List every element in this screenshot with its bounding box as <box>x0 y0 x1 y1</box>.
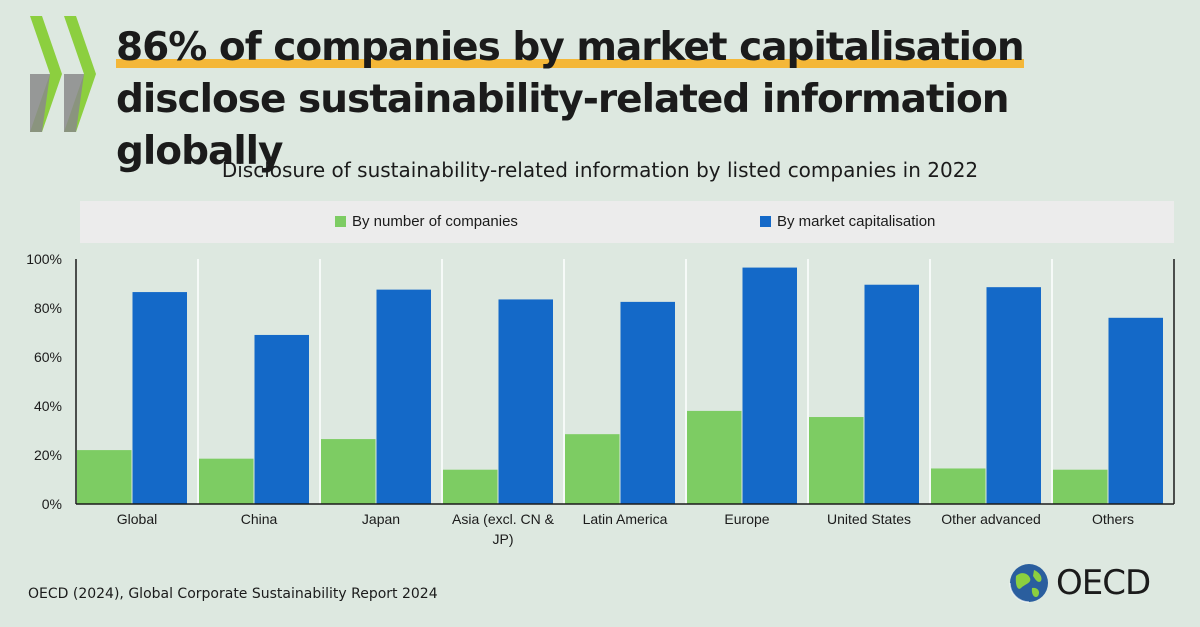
y-tick-label: 40% <box>34 398 62 414</box>
y-tick-label: 100% <box>26 251 62 267</box>
x-tick-label: Latin America <box>583 511 668 527</box>
bar-chart: 0% 20% 40% 60% 80% 100% Global China Japan Asia (… <box>26 251 1175 547</box>
y-tick-label: 80% <box>34 300 62 316</box>
bar-number-of-companies <box>687 410 742 504</box>
bar-market-capitalisation <box>986 287 1041 504</box>
x-tick-label: Asia (excl. CN & JP) <box>452 511 555 547</box>
x-tick-label: United States <box>827 511 911 527</box>
headline-highlight: 86% of companies by market capitalisatio… <box>116 25 1025 70</box>
x-tick-label-line: China <box>241 511 278 527</box>
chart-title: Disclosure of sustainability-related inf… <box>221 158 979 182</box>
headline: 86% of companies by market capitalisatio… <box>116 22 1176 178</box>
x-tick-label: China <box>241 511 278 527</box>
x-tick-label-line: United States <box>827 511 911 527</box>
bar-number-of-companies <box>77 450 132 504</box>
source-note: OECD (2024), Global Corporate Sustainabi… <box>28 586 438 602</box>
bar-number-of-companies <box>321 439 376 504</box>
bar-market-capitalisation <box>1108 317 1163 504</box>
oecd-logo-text: OECD <box>1056 563 1151 603</box>
x-tick-label-line: Global <box>117 511 157 527</box>
bar-number-of-companies <box>1053 469 1108 504</box>
legend-swatch-number <box>335 216 346 227</box>
x-tick-label: Europe <box>724 511 769 527</box>
chevron-logo-icon <box>30 16 96 132</box>
legend-item-market: By market capitalisation <box>760 213 935 230</box>
bar-market-capitalisation <box>498 299 553 504</box>
x-tick-label-line: Europe <box>724 511 769 527</box>
bar-number-of-companies <box>199 458 254 504</box>
legend-label-number: By number of companies <box>352 213 518 230</box>
y-tick-label: 0% <box>42 496 62 512</box>
bar-market-capitalisation <box>620 301 675 504</box>
x-tick-label-line: JP) <box>493 531 514 547</box>
legend-item-number: By number of companies <box>335 213 518 230</box>
globe-icon <box>1009 564 1048 603</box>
oecd-logo: OECD <box>1008 562 1151 604</box>
x-tick-label-line: Latin America <box>583 511 668 527</box>
legend-swatch-market <box>760 216 771 227</box>
x-tick-label-line: Asia (excl. CN & <box>452 511 555 527</box>
bar-number-of-companies <box>443 469 498 504</box>
x-tick-label-line: Others <box>1092 511 1134 527</box>
x-tick-label: Other advanced <box>941 511 1041 527</box>
bar-market-capitalisation <box>376 289 431 504</box>
x-tick-label: Global <box>117 511 157 527</box>
bar-market-capitalisation <box>254 334 309 504</box>
bar-market-capitalisation <box>742 267 797 504</box>
headline-rest: disclose sustainability-related informat… <box>116 77 1010 174</box>
x-tick-label: Others <box>1092 511 1134 527</box>
x-tick-label-line: Other advanced <box>941 511 1041 527</box>
bar-number-of-companies <box>809 417 864 504</box>
bar-market-capitalisation <box>132 292 187 504</box>
bar-number-of-companies <box>565 434 620 504</box>
chart-legend: By number of companies By market capital… <box>80 201 1174 243</box>
y-tick-label: 20% <box>34 447 62 463</box>
bar-number-of-companies <box>931 468 986 504</box>
bar-market-capitalisation <box>864 284 919 504</box>
legend-label-market: By market capitalisation <box>777 213 936 230</box>
x-tick-label: Japan <box>362 511 400 527</box>
x-tick-label-line: Japan <box>362 511 400 527</box>
y-tick-label: 60% <box>34 349 62 365</box>
